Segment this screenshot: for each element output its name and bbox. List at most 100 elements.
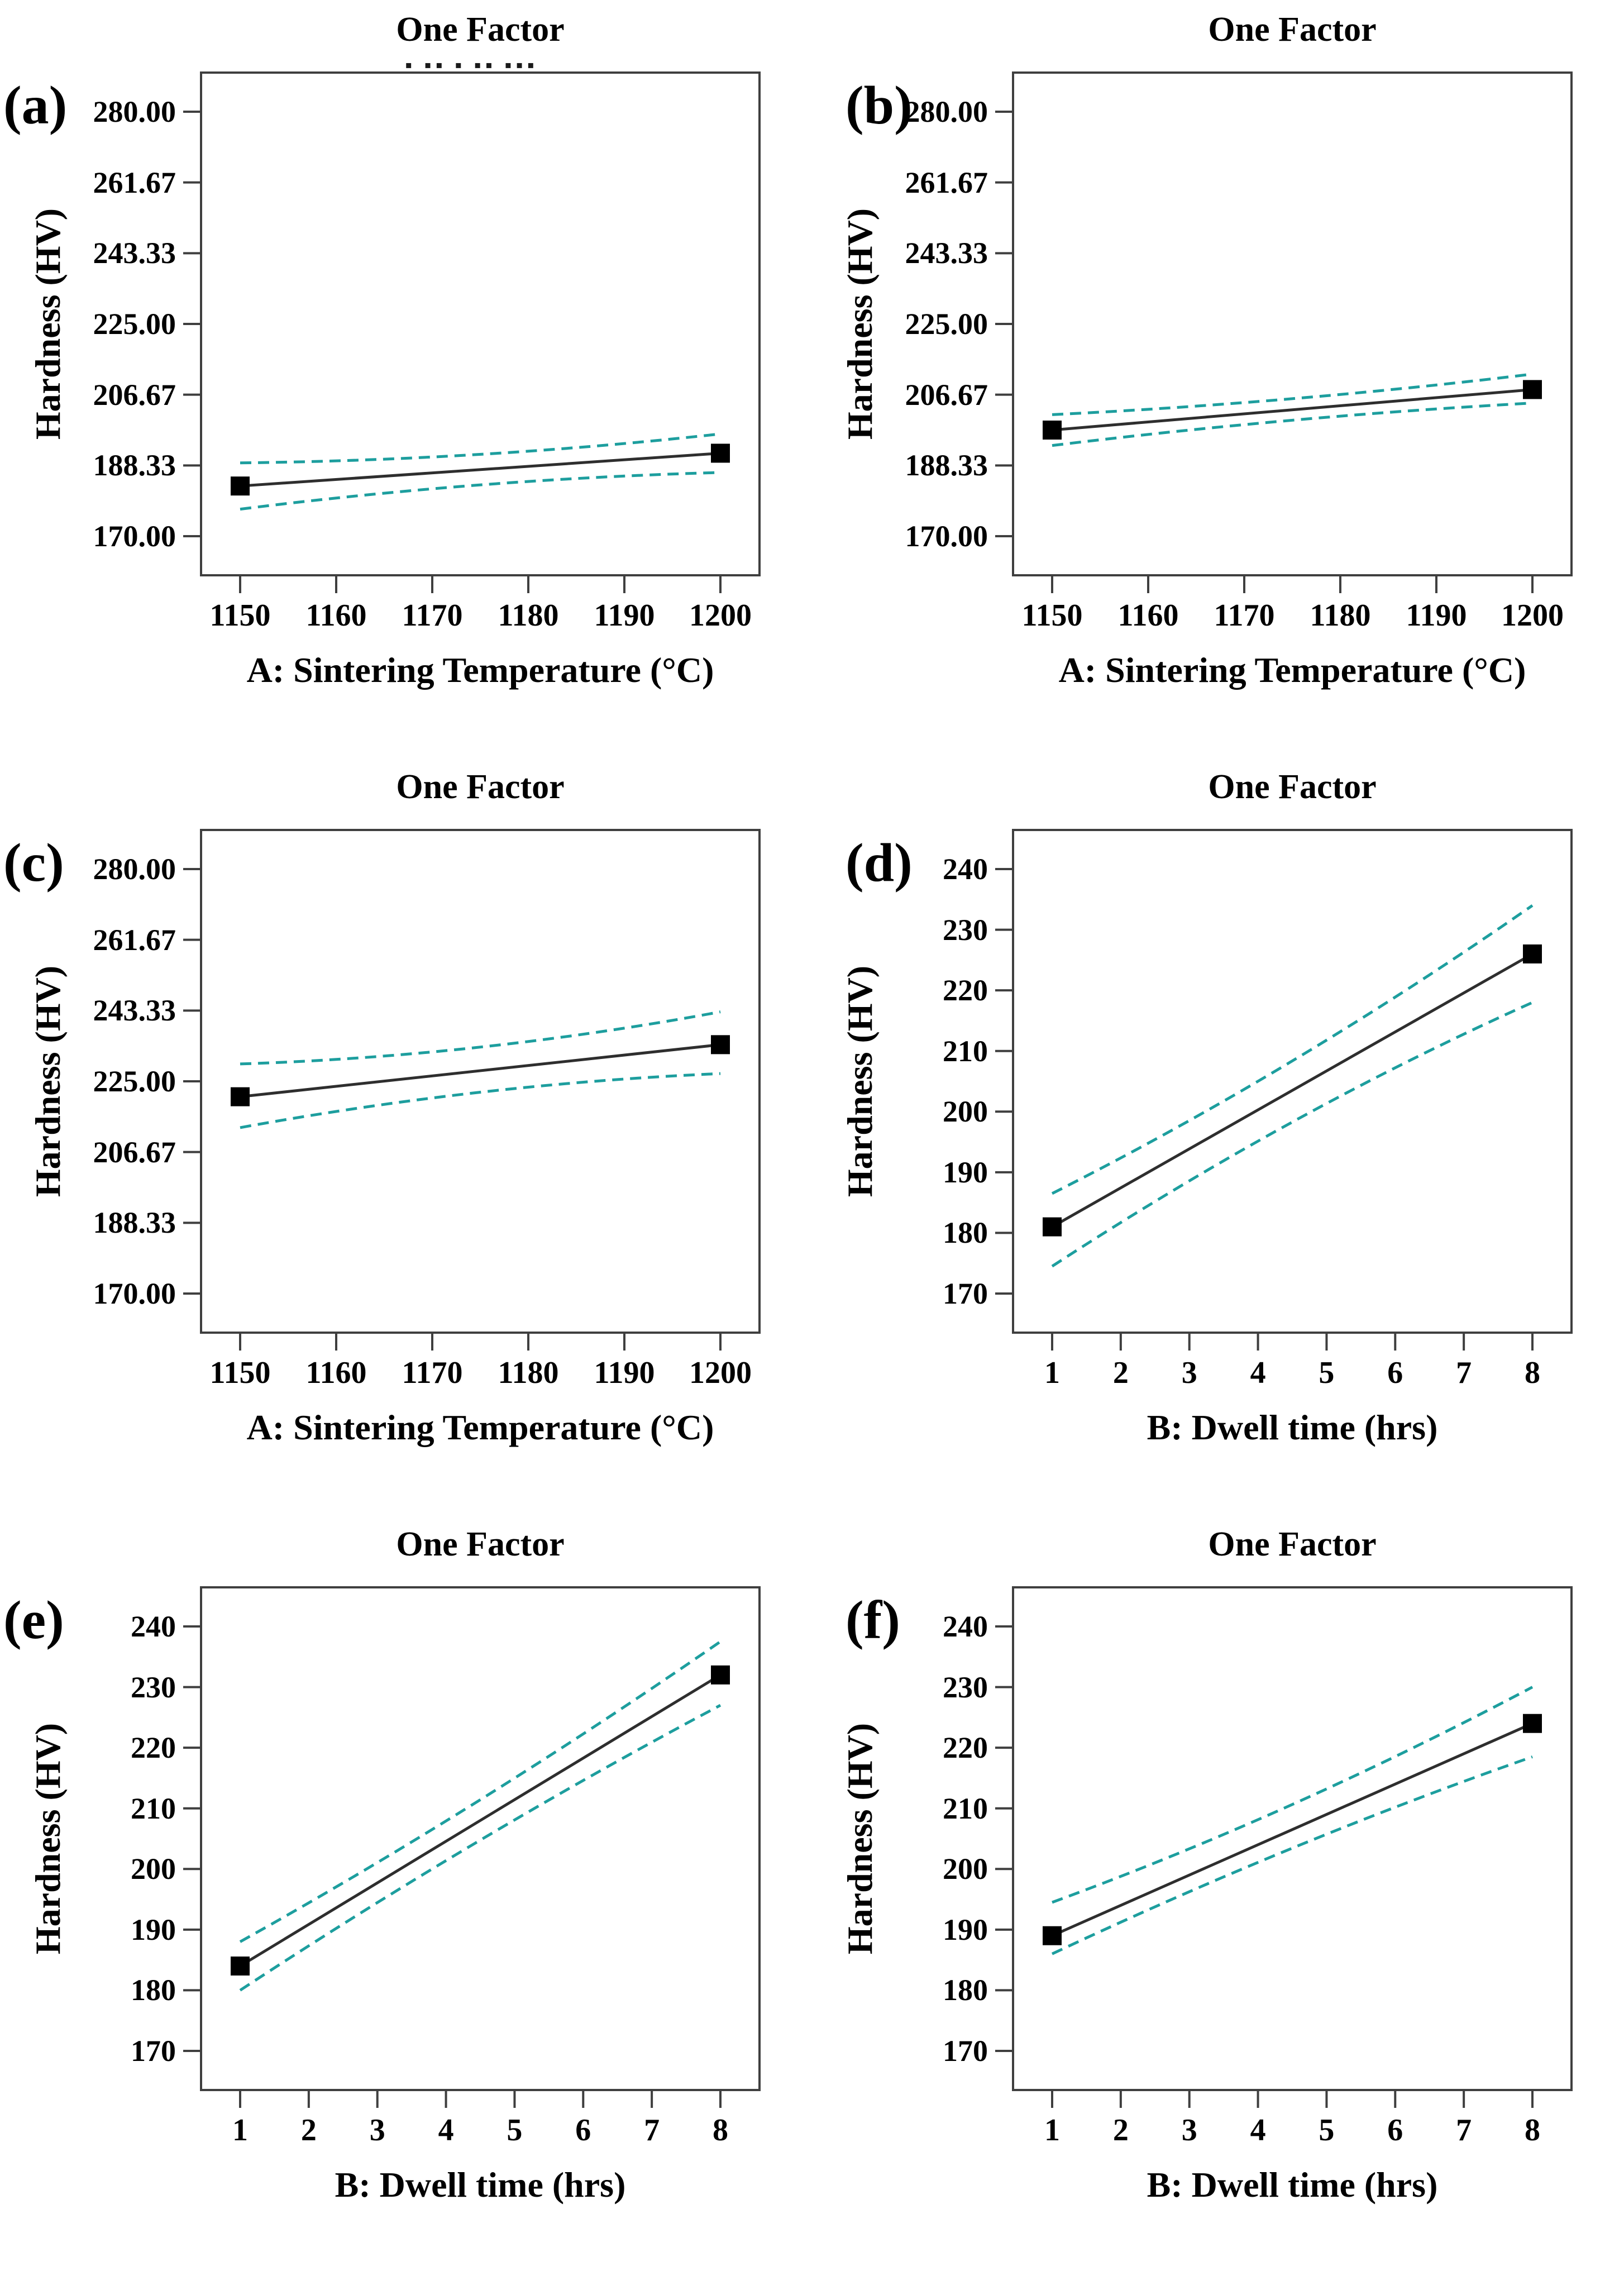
ci-upper-line xyxy=(240,1010,721,1066)
y-tick-label: 280.00 xyxy=(905,95,988,128)
x-tick-label: 1190 xyxy=(594,598,655,633)
x-tick-label: 4 xyxy=(1250,2113,1266,2148)
x-tick-label: 7 xyxy=(644,2113,660,2148)
x-tick-label: 3 xyxy=(369,2113,385,2148)
ci-lower-line xyxy=(1051,1755,1533,1955)
data-marker xyxy=(711,443,730,463)
x-tick-label: 1200 xyxy=(1501,598,1564,633)
y-tick-label: 243.33 xyxy=(905,236,988,270)
ci-lower-line xyxy=(1052,402,1533,447)
y-tick-label: 261.67 xyxy=(905,165,988,199)
panel-a: One Factor ▪ ▪▪ ▪ ▪▪ ▪▪▪ (a) Hardness (HV) A… xyxy=(0,0,812,758)
x-tick-label: 1170 xyxy=(402,598,463,633)
chart-title: One Factor xyxy=(1208,1525,1377,1563)
y-tick-label: 220 xyxy=(943,974,988,1008)
mean-line xyxy=(1051,1722,1534,1938)
x-tick-label: 8 xyxy=(713,2113,728,2148)
x-tick-label: 1200 xyxy=(689,1356,752,1390)
x-tick-label: 8 xyxy=(1525,2113,1540,2148)
chart-title: One Factor xyxy=(1208,768,1377,806)
x-tick-label: 3 xyxy=(1181,2113,1197,2148)
ci-upper-line xyxy=(1052,1686,1534,1904)
data-marker xyxy=(1523,1714,1542,1733)
x-tick-label: 1 xyxy=(1044,1356,1060,1390)
x-tick-label: 8 xyxy=(1525,1356,1540,1390)
x-tick-label: 1180 xyxy=(498,1356,559,1390)
plot-box xyxy=(200,829,761,1334)
x-tick-label: 1160 xyxy=(1117,598,1179,633)
x-tick-label: 1190 xyxy=(1406,598,1467,633)
y-tick-label: 230 xyxy=(943,1670,988,1704)
panel-letter: (d) xyxy=(846,833,913,893)
x-axis-title: B: Dwell time (hrs) xyxy=(335,2165,626,2205)
y-tick-label: 190 xyxy=(943,1912,988,1946)
plot-box xyxy=(200,71,761,576)
x-tick-label: 5 xyxy=(1319,1356,1335,1390)
y-tick-label: 220 xyxy=(943,1731,988,1765)
chart-title: One Factor xyxy=(396,768,565,806)
y-tick-label: 243.33 xyxy=(93,994,176,1028)
x-tick-label: 5 xyxy=(507,2113,523,2148)
y-tick-label: 240 xyxy=(943,852,988,886)
y-tick-label: 170 xyxy=(131,2034,176,2068)
y-tick-label: 240 xyxy=(943,1610,988,1643)
x-tick-label: 2 xyxy=(1112,2113,1129,2148)
plot-area xyxy=(183,71,761,593)
x-axis-title: A: Sintering Temperature (°C) xyxy=(246,1407,714,1447)
y-tick-label: 180 xyxy=(131,1973,176,2007)
x-tick-label: 1190 xyxy=(594,1356,655,1390)
y-tick-label: 280.00 xyxy=(93,95,176,128)
y-tick-label: 188.33 xyxy=(93,448,176,483)
plot-box xyxy=(1012,1586,1573,2091)
x-tick-label: 1180 xyxy=(498,598,559,633)
x-tick-label: 1150 xyxy=(209,1356,271,1390)
y-tick-label: 188.33 xyxy=(93,1206,176,1240)
plot-area xyxy=(995,71,1573,593)
data-marker xyxy=(1043,421,1062,440)
mean-line xyxy=(239,1673,722,1968)
y-tick-label: 243.33 xyxy=(93,236,176,270)
x-axis-title: B: Dwell time (hrs) xyxy=(1147,1407,1438,1447)
data-marker xyxy=(1523,380,1542,399)
x-tick-label: 1 xyxy=(232,2113,248,2148)
data-marker xyxy=(1523,944,1542,963)
x-tick-label: 1160 xyxy=(305,1356,367,1390)
y-tick-label: 188.33 xyxy=(905,448,988,483)
x-tick-label: 1200 xyxy=(689,598,752,633)
ci-upper-line xyxy=(1051,904,1534,1195)
y-tick-label: 170.00 xyxy=(905,519,988,553)
chart-title: One Factor xyxy=(1208,11,1377,49)
data-marker xyxy=(711,1035,730,1055)
panel-b: One Factor (b) Hardness (HV) A: Sintering T… xyxy=(812,0,1624,758)
x-tick-label: 6 xyxy=(1387,2113,1403,2148)
chart-title: One Factor xyxy=(396,1525,565,1563)
y-tick-label: 210 xyxy=(131,1791,176,1825)
x-tick-label: 3 xyxy=(1181,1356,1197,1390)
x-tick-label: 1170 xyxy=(402,1356,463,1390)
x-tick-label: 2 xyxy=(1112,1356,1129,1390)
plot-area xyxy=(995,1586,1573,2108)
y-tick-label: 206.67 xyxy=(905,378,988,412)
x-tick-label: 1180 xyxy=(1310,598,1371,633)
y-tick-label: 206.67 xyxy=(93,1135,176,1169)
panel-d: One Factor (d) Hardness (HV) B: Dwell time … xyxy=(812,757,1624,1516)
mean-line xyxy=(240,451,721,488)
x-tick-label: 1150 xyxy=(1021,598,1083,633)
y-tick-label: 170 xyxy=(943,1277,988,1310)
panel-letter: (e) xyxy=(3,1590,64,1650)
plot-box xyxy=(200,1586,761,2091)
y-tick-label: 170 xyxy=(943,2034,988,2068)
x-tick-label: 4 xyxy=(1250,1356,1266,1390)
y-tick-label: 220 xyxy=(131,1731,176,1765)
y-tick-label: 210 xyxy=(943,1034,988,1068)
x-tick-label: 6 xyxy=(575,2113,591,2148)
x-tick-label: 1170 xyxy=(1214,598,1275,633)
title-artifact-dashes: ▪ ▪▪ ▪ ▪▪ ▪▪▪ xyxy=(405,59,539,71)
ci-lower-line xyxy=(240,1072,721,1129)
y-tick-label: 190 xyxy=(943,1155,988,1189)
mean-line xyxy=(1052,388,1533,432)
x-tick-label: 1 xyxy=(1044,2113,1060,2148)
x-tick-label: 7 xyxy=(1456,2113,1472,2148)
panel-letter: (f) xyxy=(846,1590,900,1650)
